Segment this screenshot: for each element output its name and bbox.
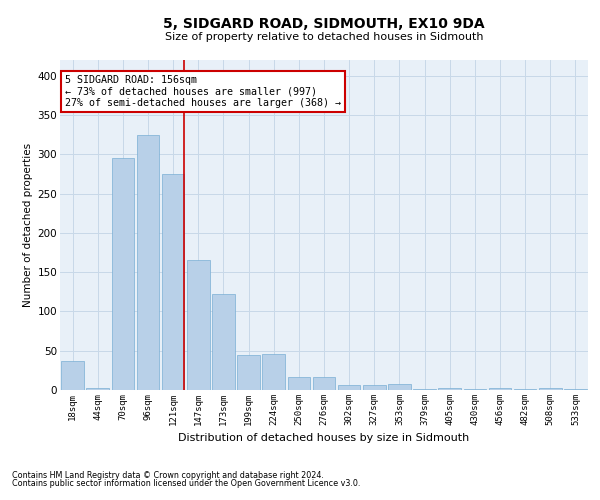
Bar (313, 378, 335, 390)
X-axis label: Distribution of detached houses by size in Sidmouth: Distribution of detached houses by size … (178, 434, 470, 444)
Text: 5, SIDGARD ROAD, SIDMOUTH, EX10 9DA: 5, SIDGARD ROAD, SIDMOUTH, EX10 9DA (163, 18, 485, 32)
Y-axis label: Number of detached properties: Number of detached properties (23, 143, 34, 307)
Bar (514, 389, 536, 390)
Text: Contains HM Land Registry data © Crown copyright and database right 2024.: Contains HM Land Registry data © Crown c… (12, 471, 324, 480)
Bar (61, 361, 84, 390)
Bar (112, 158, 134, 390)
Bar (363, 386, 386, 390)
Bar (413, 389, 436, 390)
Bar (262, 354, 285, 390)
Bar (564, 389, 587, 390)
Text: 5 SIDGARD ROAD: 156sqm
← 73% of detached houses are smaller (997)
27% of semi-de: 5 SIDGARD ROAD: 156sqm ← 73% of detached… (65, 75, 341, 108)
Bar (86, 388, 109, 390)
Bar (388, 384, 411, 390)
Bar (162, 174, 184, 390)
Bar (464, 389, 486, 390)
Bar (539, 388, 562, 390)
Bar (137, 134, 160, 390)
Bar (287, 378, 310, 390)
Bar (212, 294, 235, 390)
Text: Size of property relative to detached houses in Sidmouth: Size of property relative to detached ho… (165, 32, 483, 42)
Bar (187, 260, 209, 390)
Text: Contains public sector information licensed under the Open Government Licence v3: Contains public sector information licen… (12, 478, 361, 488)
Bar (237, 356, 260, 390)
Bar (439, 388, 461, 390)
Bar (488, 388, 511, 390)
Bar (338, 384, 361, 390)
